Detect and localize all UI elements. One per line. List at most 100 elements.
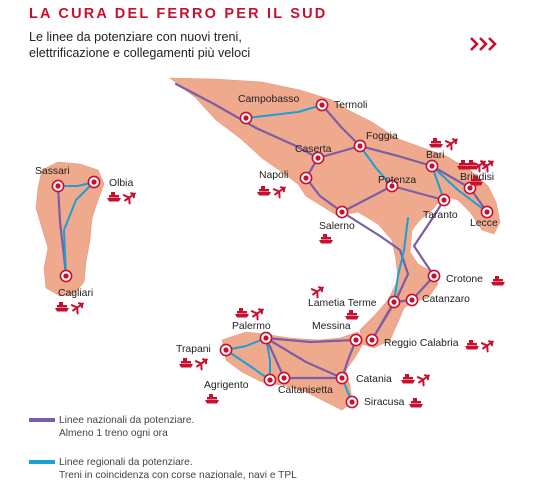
line-agrigento xyxy=(265,337,271,381)
station-olbia[interactable] xyxy=(87,175,101,189)
station-salerno[interactable] xyxy=(335,205,349,219)
line-lametia xyxy=(393,217,409,303)
legend-national-swatch xyxy=(29,418,55,422)
ship-icon xyxy=(55,302,69,312)
ship-icon xyxy=(257,186,271,196)
transport-icons xyxy=(55,138,505,408)
line-palermo-catania xyxy=(264,336,344,380)
page-subtitle: Le linee da potenziare con nuovi treni, … xyxy=(29,29,250,61)
city-label-taranto: Taranto xyxy=(423,210,458,221)
station-termoli[interactable] xyxy=(315,98,329,112)
plane-icon xyxy=(122,192,136,205)
city-label-catanzaro: Catanzaro xyxy=(422,294,470,305)
line-olbia-cagliari xyxy=(63,181,95,277)
station-agrigento[interactable] xyxy=(263,373,277,387)
station-lametia-terme[interactable] xyxy=(387,295,401,309)
line-palermo-messina xyxy=(264,336,358,344)
station-taranto[interactable] xyxy=(437,193,451,207)
station-lecce[interactable] xyxy=(480,205,494,219)
city-label-messina: Messina xyxy=(312,321,351,332)
subtitle-line-2: elettrificazione e collegamenti più velo… xyxy=(29,46,251,60)
city-label-sassari: Sassari xyxy=(35,166,70,177)
sicily xyxy=(221,331,365,411)
line-taranto-crotone xyxy=(412,198,446,278)
city-label-reggio-calabria: Reggio Calabria xyxy=(384,338,459,349)
station-potenza[interactable] xyxy=(385,179,399,193)
city-label-brindisi: Brindisi xyxy=(460,172,494,183)
ship-icon xyxy=(429,138,443,148)
legend-national-line-2: Almeno 1 treno ogni ora xyxy=(59,428,168,439)
line-napoli-salerno xyxy=(304,176,344,214)
station-crotone[interactable] xyxy=(427,269,441,283)
plane-icon xyxy=(70,302,84,315)
ship-icon xyxy=(401,374,415,384)
line-bari-brindisi xyxy=(430,164,472,190)
city-label-catania: Catania xyxy=(356,374,392,385)
stations xyxy=(51,98,494,409)
mainland-south-italy xyxy=(169,77,501,349)
station-sassari[interactable] xyxy=(51,179,65,193)
city-label-palermo: Palermo xyxy=(232,321,271,332)
city-label-napoli: Napoli xyxy=(259,170,288,181)
city-label-crotone: Crotone xyxy=(446,274,483,285)
station-bari[interactable] xyxy=(425,159,439,173)
station-reggio-calabria[interactable] xyxy=(365,333,379,347)
ship-icon xyxy=(491,276,505,286)
station-palermo[interactable] xyxy=(259,331,273,345)
line-foggia-bari xyxy=(358,144,434,168)
city-label-salerno: Salerno xyxy=(319,221,355,232)
station-catanzaro[interactable] xyxy=(405,293,419,307)
station-campobasso[interactable] xyxy=(239,111,253,125)
ship-icon xyxy=(465,340,479,350)
city-label-potenza: Potenza xyxy=(378,175,416,186)
line-foggia-potenza xyxy=(359,145,393,187)
line-campobasso-caserta xyxy=(174,82,320,160)
subtitle-line-1: Le linee da potenziare con nuovi treni, xyxy=(29,30,242,44)
line-salerno-potenza xyxy=(340,184,394,214)
plane-icon xyxy=(272,186,286,199)
plane-icon xyxy=(250,308,264,321)
city-label-caltanisetta: Caltanisetta xyxy=(278,385,333,396)
city-label-siracusa: Siracusa xyxy=(364,397,405,408)
station-napoli[interactable] xyxy=(299,171,313,185)
station-catania[interactable] xyxy=(335,371,349,385)
ship-icon xyxy=(345,310,359,320)
city-label-bari: Bari xyxy=(426,150,444,161)
ship-icon xyxy=(409,398,423,408)
city-label-cagliari: Cagliari xyxy=(58,288,93,299)
station-trapani[interactable] xyxy=(219,343,233,357)
station-cagliari[interactable] xyxy=(59,269,73,283)
city-label-agrigento: Agrigento xyxy=(204,380,249,391)
page-title: LA CURA DEL FERRO PER IL SUD xyxy=(29,6,328,22)
legend-regional-line-1: Linee regionali da potenziare. xyxy=(59,457,193,468)
city-label-campobasso: Campobasso xyxy=(238,94,299,105)
line-caserta-foggia xyxy=(316,144,362,160)
ship-icon xyxy=(465,160,479,170)
station-caltanisetta[interactable] xyxy=(277,371,291,385)
ship-icon xyxy=(469,176,483,186)
station-siracusa[interactable] xyxy=(345,395,359,409)
line-trapani-agrigento xyxy=(225,349,271,381)
chevron-right-icon[interactable] xyxy=(470,36,500,52)
line-campobasso-termoli xyxy=(245,104,323,119)
line-palermo-caltanisetta xyxy=(264,336,286,380)
city-labels: Campobasso Termoli Foggia Caserta Napoli Bari… xyxy=(35,94,498,408)
ship-icon xyxy=(235,308,249,318)
city-label-caserta: Caserta xyxy=(295,144,332,155)
plane-icon xyxy=(310,286,324,299)
station-messina[interactable] xyxy=(349,333,363,347)
legend-regional-swatch xyxy=(29,460,55,464)
ship-icon xyxy=(205,394,219,404)
city-label-lametia-terme: Lametia Terme xyxy=(308,298,377,309)
station-caserta[interactable] xyxy=(311,151,325,165)
station-foggia[interactable] xyxy=(353,139,367,153)
city-label-lecce: Lecce xyxy=(470,218,498,229)
plane-icon xyxy=(480,340,494,353)
ship-icon xyxy=(179,358,193,368)
city-label-trapani: Trapani xyxy=(176,344,211,355)
sardinia xyxy=(35,161,105,297)
city-label-foggia: Foggia xyxy=(366,131,398,142)
line-bari-lecce xyxy=(431,165,488,213)
plane-icon xyxy=(194,358,208,371)
